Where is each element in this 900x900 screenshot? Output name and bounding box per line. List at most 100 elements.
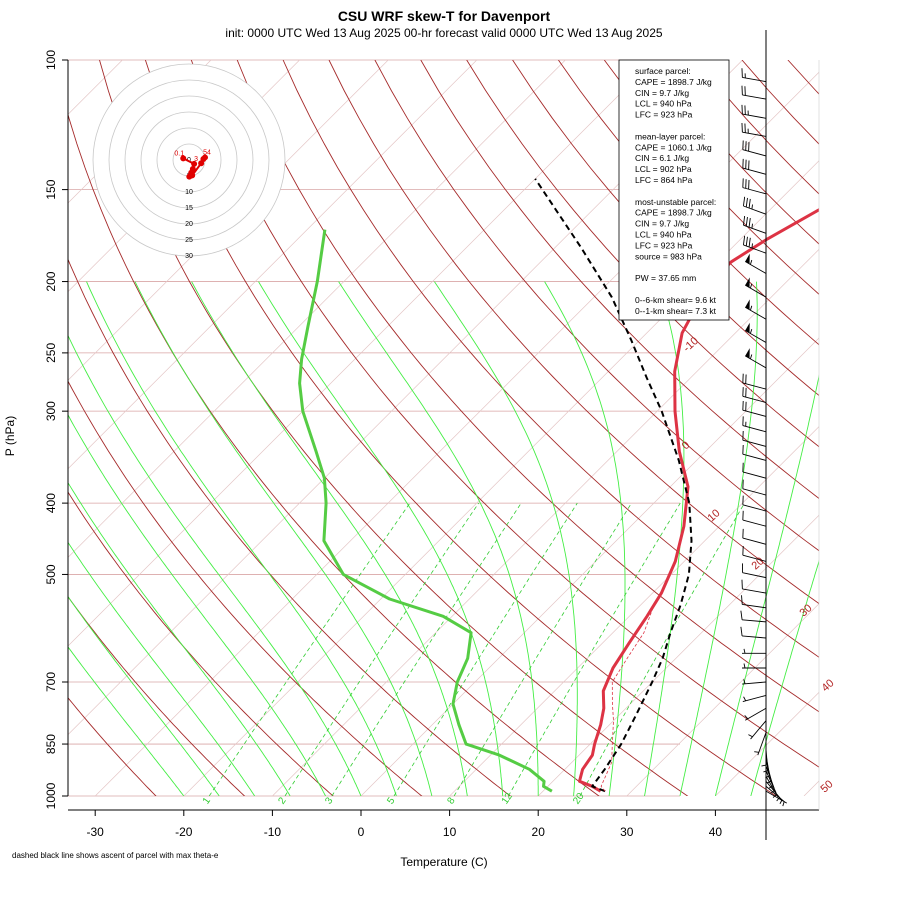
wind-barb: [742, 663, 766, 669]
wind-barb: [744, 348, 767, 369]
mixing-ratio-line: [453, 502, 632, 796]
wind-barb: [741, 85, 767, 100]
chart-title: CSU WRF skew-T for Davenport: [338, 8, 551, 24]
hodograph-point-label: 0.1: [174, 150, 184, 157]
mixing-ratio-label: 3: [323, 795, 335, 806]
hodograph-point: [180, 155, 187, 162]
mixing-ratio-labels: 1 2 3 5 8 12 20: [201, 791, 587, 807]
series-virtual-temperature: [600, 604, 655, 792]
mixing-ratio-line: [393, 502, 578, 796]
x-tick-label: 0: [358, 825, 365, 839]
moist-adiabat: [68, 595, 220, 796]
y-tick-label: 400: [44, 493, 58, 513]
wind-barb: [742, 545, 767, 562]
info-line: CIN = 9.7 J/kg: [635, 88, 689, 98]
info-line: LFC = 923 hPa: [635, 110, 693, 120]
moist-adiabat: [714, 374, 819, 796]
hodograph-ring: [140, 111, 238, 209]
y-tick-label: 250: [44, 343, 58, 363]
info-line: LCL = 940 hPa: [635, 230, 692, 240]
wind-barb: [765, 770, 777, 794]
moist-adiabat-lines: [68, 281, 819, 796]
dry-adiabat: [420, 60, 819, 500]
info-line: mean-layer parcel:: [635, 131, 705, 141]
y-tick-label: 500: [44, 564, 58, 584]
hodograph-point: [191, 160, 198, 167]
info-line: CIN = 9.7 J/kg: [635, 219, 689, 229]
x-axis-ticks: -30 -20 -10 0 10 20 30 40: [87, 810, 722, 839]
isotherm-line: [68, 60, 566, 558]
wind-barb: [740, 626, 767, 639]
dry-adiabat: [834, 60, 900, 812]
hodograph-point: [202, 154, 208, 161]
mixing-ratio-label: 8: [445, 795, 457, 806]
wind-barb: [742, 462, 767, 479]
isotherm-line: [272, 248, 819, 796]
dry-adiabat: [880, 60, 900, 812]
isotherm-label: 10: [705, 507, 722, 524]
isotherm-label: 30: [797, 602, 814, 619]
mixing-ratio-label: 5: [385, 795, 397, 806]
x-tick-label: 20: [532, 825, 546, 839]
x-tick-label: -30: [87, 825, 105, 839]
moist-adiabat: [68, 541, 256, 796]
wind-barb: [743, 196, 767, 215]
isotherm-label: -10: [681, 335, 701, 355]
isotherm-label: 40: [819, 677, 836, 694]
y-axis-label: P (hPa): [3, 416, 17, 456]
wind-barb: [742, 158, 767, 175]
info-line: source = 983 hPa: [635, 251, 702, 261]
wind-barb: [742, 495, 767, 512]
dry-adiabat: [68, 697, 157, 796]
isotherm-line: [68, 60, 212, 204]
hodograph-background: [93, 64, 285, 256]
info-line: LCL = 940 hPa: [635, 99, 692, 109]
moist-adiabat: [191, 281, 468, 796]
wind-barb: [742, 387, 767, 403]
info-line: LFC = 923 hPa: [635, 240, 693, 250]
mixing-ratio-line: [208, 502, 411, 796]
isotherm-line: [626, 603, 819, 796]
wind-barb: [742, 178, 767, 195]
x-tick-label: 30: [620, 825, 634, 839]
wind-barb: [742, 648, 766, 654]
wind-barb: [742, 444, 767, 461]
dry-adiabat: [236, 60, 819, 713]
wind-barb: [742, 679, 767, 685]
hodograph-ring-label: 30: [185, 253, 193, 260]
wind-barb: [743, 215, 767, 234]
wind-barb: [744, 253, 767, 274]
wind-barb: [742, 528, 767, 545]
hodograph-ring: [92, 63, 286, 257]
y-tick-label: 150: [44, 179, 58, 199]
x-axis-label: Temperature (C): [400, 855, 487, 869]
info-line: CAPE = 1060.1 J/kg: [635, 142, 712, 152]
hodograph-ring-label: 10: [185, 189, 193, 196]
info-line: CAPE = 1898.7 J/kg: [635, 77, 712, 87]
moist-adiabat: [86, 281, 397, 796]
moist-adiabat: [544, 281, 626, 796]
isotherm-line: [537, 514, 819, 796]
wind-barb: [740, 610, 767, 623]
info-line: PW = 37.65 mm: [635, 273, 696, 283]
mixing-ratio-line: [508, 502, 681, 796]
wind-barb: [742, 694, 767, 703]
wind-barb: [741, 104, 767, 119]
dry-adiabat: [68, 258, 512, 796]
x-tick-label: 10: [443, 825, 457, 839]
dry-adiabat: [512, 60, 819, 397]
wind-barb: [741, 68, 767, 83]
wind-barb: [754, 732, 767, 756]
hodograph-point-label: 3: [194, 156, 198, 163]
hodograph-ring-label: 20: [185, 221, 193, 228]
chart-subtitle: init: 0000 UTC Wed 13 Aug 2025 00-hr for…: [225, 26, 662, 40]
moist-adiabat: [338, 281, 539, 796]
mixing-ratio-line: [331, 502, 522, 796]
moist-adiabat: [750, 559, 819, 796]
dry-adiabat: [466, 60, 819, 448]
moist-adiabat: [679, 281, 758, 796]
isotherm-line: [68, 60, 478, 470]
info-line: LFC = 864 hPa: [635, 175, 693, 185]
y-tick-label: 300: [44, 401, 58, 421]
